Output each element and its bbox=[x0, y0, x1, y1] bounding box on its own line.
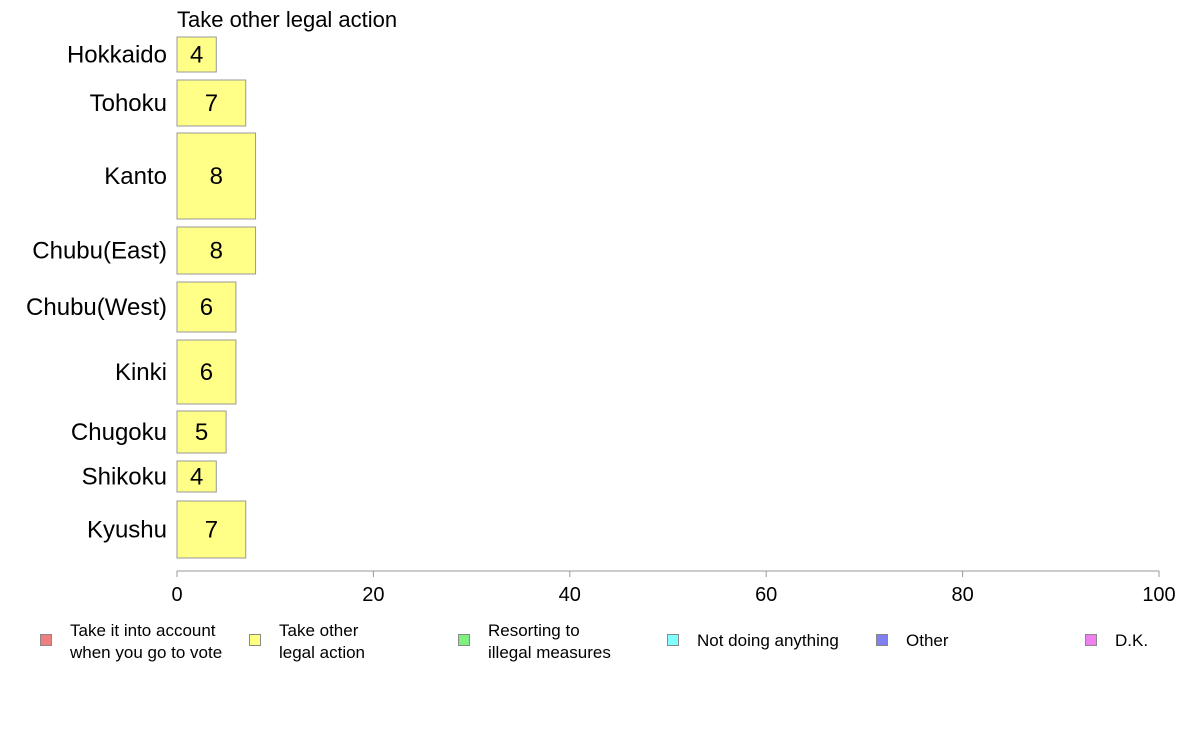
legend-swatch bbox=[1085, 634, 1097, 646]
bar-kanto bbox=[176, 132, 257, 220]
legend-swatch bbox=[458, 634, 470, 646]
bar-shikoku bbox=[176, 460, 217, 493]
category-label: Shikoku bbox=[82, 464, 167, 491]
legend-swatch bbox=[40, 634, 52, 646]
category-label: Tohoku bbox=[90, 90, 167, 117]
x-tick-label: 40 bbox=[559, 584, 581, 606]
bar-value-label: 6 bbox=[200, 294, 213, 321]
bar-value-label: 7 bbox=[205, 517, 218, 544]
bar-kinki bbox=[176, 339, 237, 405]
legend-label: D.K. bbox=[1115, 631, 1149, 650]
x-tick-label: 100 bbox=[1142, 584, 1175, 606]
legend-label: Not doing anything bbox=[697, 631, 839, 650]
bar-kyushu bbox=[176, 500, 247, 559]
legend-swatch bbox=[249, 634, 261, 646]
bar-chugoku bbox=[176, 410, 227, 454]
x-tick-label: 0 bbox=[171, 584, 182, 606]
legend-label: Resorting to illegal measures bbox=[488, 621, 611, 662]
bar-value-label: 4 bbox=[190, 42, 203, 69]
category-label: Chubu(East) bbox=[32, 238, 167, 265]
bar-value-label: 7 bbox=[205, 90, 218, 117]
bar-chubu-east- bbox=[176, 226, 257, 275]
category-label: Kinki bbox=[115, 359, 167, 386]
legend-label: Take it into account when you go to vote bbox=[70, 621, 223, 662]
legend-label: Take other legal action bbox=[279, 621, 366, 662]
x-tick-label: 60 bbox=[755, 584, 777, 606]
category-label: Chugoku bbox=[71, 419, 167, 446]
category-label: Kyushu bbox=[87, 517, 167, 544]
legend-swatch bbox=[667, 634, 679, 646]
category-label: Hokkaido bbox=[67, 42, 167, 69]
bar-tohoku bbox=[176, 79, 247, 127]
legend: Take it into account when you go to vote… bbox=[0, 618, 1188, 678]
bar-value-label: 5 bbox=[195, 419, 208, 446]
x-tick-label: 80 bbox=[951, 584, 973, 606]
bar-chubu-west- bbox=[176, 281, 237, 333]
bar-hokkaido bbox=[176, 36, 217, 73]
bar-value-label: 8 bbox=[210, 163, 223, 190]
legend-label: Other bbox=[906, 631, 949, 650]
bar-value-label: 6 bbox=[200, 359, 213, 386]
chart-title: Take other legal action bbox=[177, 7, 398, 32]
category-label: Kanto bbox=[104, 163, 167, 190]
bar-value-label: 8 bbox=[210, 238, 223, 265]
x-tick-label: 20 bbox=[362, 584, 384, 606]
bar-value-label: 4 bbox=[190, 464, 203, 491]
category-label: Chubu(West) bbox=[26, 294, 167, 321]
legend-swatch bbox=[876, 634, 888, 646]
